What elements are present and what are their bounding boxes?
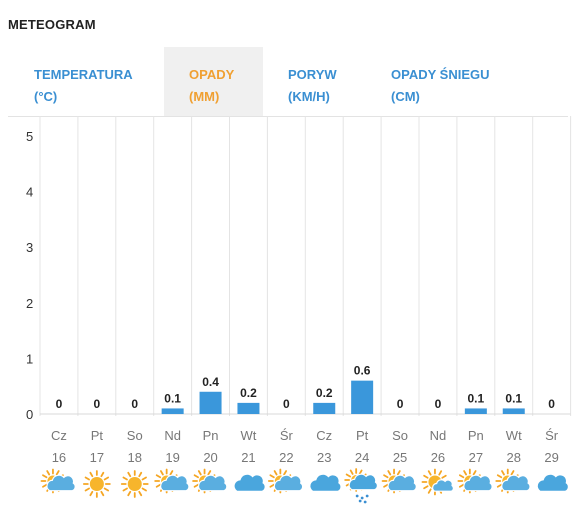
precipitation-bar bbox=[351, 380, 374, 414]
bar-value-label: 0 bbox=[131, 397, 138, 411]
day-date-label: 28 bbox=[507, 450, 521, 465]
day-name-label: Nd bbox=[430, 428, 447, 443]
partly-cloudy-icon bbox=[154, 468, 190, 494]
partly-cloudy-icon bbox=[267, 468, 304, 494]
tab-temperatura[interactable]: TEMPERATURA (°C) bbox=[8, 47, 164, 116]
day-name-label: So bbox=[127, 428, 143, 443]
day-date-label: 23 bbox=[317, 450, 331, 465]
bar-value-label: 0.6 bbox=[354, 364, 371, 378]
y-tick-label: 3 bbox=[26, 240, 33, 255]
day-date-label: 24 bbox=[355, 450, 369, 465]
sun-icon bbox=[120, 470, 149, 498]
precipitation-bar bbox=[502, 408, 525, 414]
bar-value-label: 0.4 bbox=[202, 375, 219, 389]
day-name-label: Pn bbox=[203, 428, 219, 443]
tab-temperatura-unit: (°C) bbox=[34, 89, 58, 104]
tab-opady[interactable]: OPADY (MM) bbox=[164, 47, 263, 116]
cloud-icon bbox=[536, 473, 569, 492]
meteogram-tabs: TEMPERATURA (°C) OPADY (MM) PORYW (KM/H)… bbox=[8, 47, 568, 117]
day-date-label: 29 bbox=[544, 450, 558, 465]
partly-cloudy-icon bbox=[192, 468, 228, 494]
bar-value-label: 0 bbox=[397, 397, 404, 411]
precipitation-bar bbox=[199, 391, 222, 414]
day-name-label: Cz bbox=[316, 428, 332, 443]
bar-value-label: 0 bbox=[56, 397, 63, 411]
day-name-label: Pn bbox=[468, 428, 484, 443]
day-date-label: 22 bbox=[279, 450, 293, 465]
y-tick-label: 1 bbox=[26, 351, 33, 366]
day-date-label: 16 bbox=[52, 450, 66, 465]
partly-cloudy-icon bbox=[40, 468, 76, 494]
bar-value-label: 0 bbox=[94, 397, 101, 411]
precipitation-chart: 0123450Cz160Pt170So180.1Nd190.4Pn200.2Wt… bbox=[26, 116, 572, 504]
day-name-label: Pt bbox=[356, 428, 369, 443]
meteogram-title: METEOGRAM bbox=[8, 17, 96, 32]
day-name-label: Wt bbox=[241, 428, 257, 443]
bar-value-label: 0.1 bbox=[164, 391, 181, 405]
tab-temperatura-label: TEMPERATURA bbox=[34, 67, 133, 82]
tab-opady-sniegu-unit: (CM) bbox=[391, 89, 420, 104]
y-tick-label: 5 bbox=[26, 129, 33, 144]
day-date-label: 25 bbox=[393, 450, 407, 465]
bar-value-label: 0.1 bbox=[505, 391, 522, 405]
bar-value-label: 0.2 bbox=[316, 386, 333, 400]
cloud-icon bbox=[233, 473, 266, 492]
tab-poryw-unit: (KM/H) bbox=[288, 89, 330, 104]
precipitation-bar bbox=[237, 402, 260, 414]
bar-value-label: 0.2 bbox=[240, 386, 257, 400]
day-date-label: 19 bbox=[165, 450, 179, 465]
day-date-label: 21 bbox=[241, 450, 255, 465]
day-date-label: 18 bbox=[128, 450, 142, 465]
tab-opady-label: OPADY bbox=[189, 67, 235, 82]
day-name-label: Pt bbox=[91, 428, 104, 443]
day-date-label: 27 bbox=[469, 450, 483, 465]
tab-poryw-label: PORYW bbox=[288, 67, 337, 82]
bar-value-label: 0 bbox=[548, 397, 555, 411]
y-tick-label: 0 bbox=[26, 407, 33, 422]
sun-icon bbox=[82, 470, 111, 498]
day-date-label: 17 bbox=[90, 450, 104, 465]
day-name-label: Śr bbox=[280, 428, 294, 443]
bar-value-label: 0.1 bbox=[468, 391, 485, 405]
tab-opady-sniegu-label: OPADY ŚNIEGU bbox=[391, 67, 490, 82]
day-name-label: So bbox=[392, 428, 408, 443]
day-name-label: Wt bbox=[506, 428, 522, 443]
day-date-label: 20 bbox=[203, 450, 217, 465]
bar-value-label: 0 bbox=[283, 397, 290, 411]
tab-opady-unit: (MM) bbox=[189, 89, 220, 104]
day-date-label: 26 bbox=[431, 450, 445, 465]
tab-opady-sniegu[interactable]: OPADY ŚNIEGU (CM) bbox=[366, 47, 568, 116]
day-name-label: Nd bbox=[164, 428, 181, 443]
partly-cloudy-icon bbox=[495, 468, 531, 494]
partly-cloudy-icon bbox=[457, 468, 493, 494]
partly-cloudy-icon bbox=[381, 468, 417, 494]
day-name-label: Śr bbox=[545, 428, 559, 443]
day-name-label: Cz bbox=[51, 428, 67, 443]
tab-poryw[interactable]: PORYW (KM/H) bbox=[263, 47, 366, 116]
precipitation-bar bbox=[464, 408, 487, 414]
y-tick-label: 4 bbox=[26, 185, 33, 200]
y-tick-label: 2 bbox=[26, 296, 33, 311]
cloud-icon bbox=[309, 473, 342, 492]
sun-cloud-icon bbox=[421, 468, 455, 496]
precipitation-bar bbox=[161, 408, 184, 414]
precipitation-bar bbox=[313, 402, 336, 414]
bar-value-label: 0 bbox=[435, 397, 442, 411]
rain-cloud-icon bbox=[344, 468, 378, 504]
